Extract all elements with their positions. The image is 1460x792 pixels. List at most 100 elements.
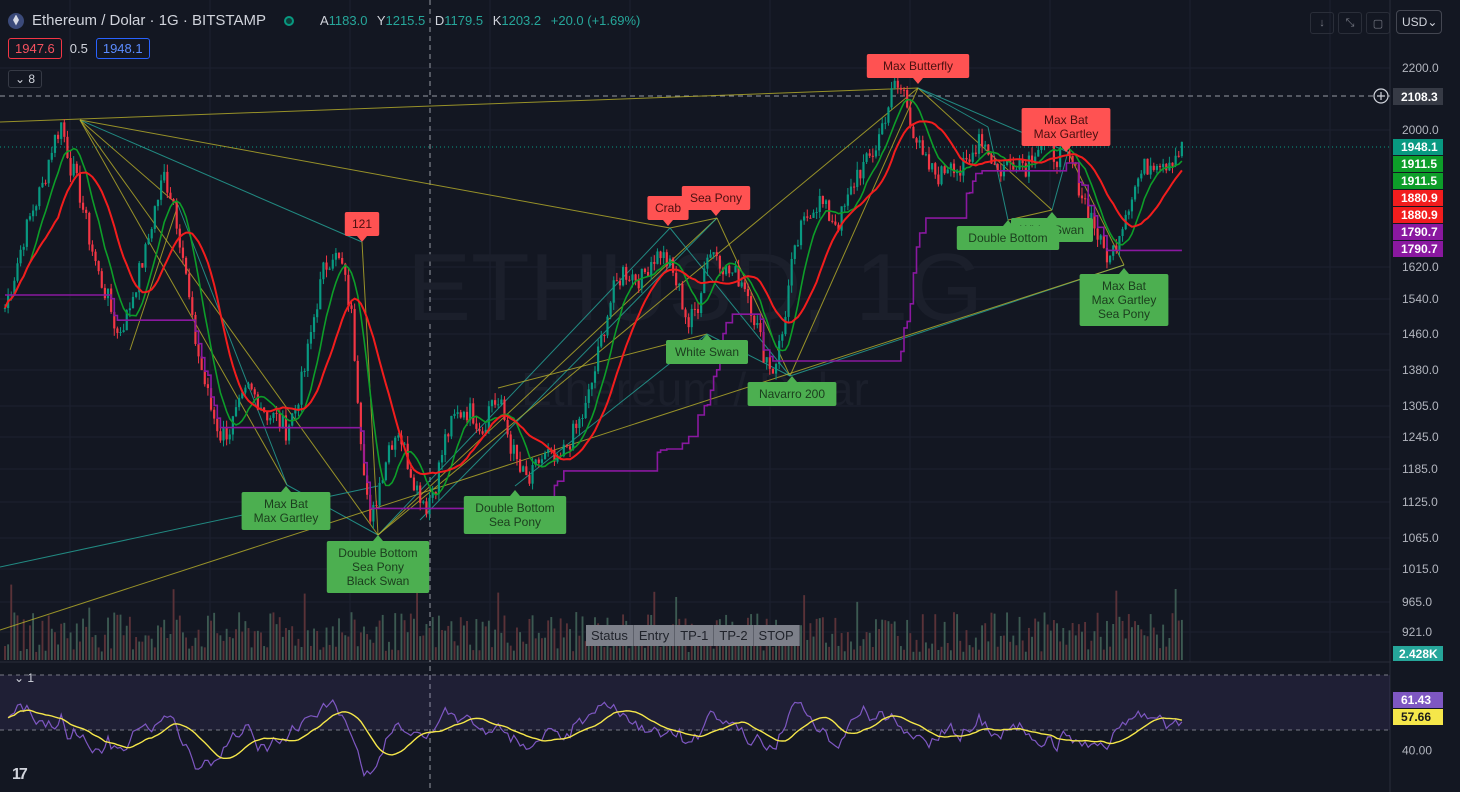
candle-body [593, 371, 597, 383]
maximize-icon[interactable]: ▢ [1366, 12, 1390, 34]
candle-body [325, 262, 328, 270]
label-box [344, 212, 380, 236]
candle-body [272, 412, 275, 418]
candle-body [799, 220, 803, 246]
candle-body [309, 332, 313, 344]
candle-body [681, 283, 684, 310]
collapse-icon[interactable]: ⤡ [1338, 12, 1362, 34]
candle-body [696, 309, 700, 314]
volume-bar [334, 646, 337, 660]
candle-body [918, 140, 921, 143]
symbol-title[interactable]: Ethereum / Dolar · 1G · BITSTAMP [32, 12, 266, 29]
volume-bar [372, 642, 375, 660]
candle-body [859, 169, 862, 179]
rsi-indicator-count: 1 [27, 671, 35, 685]
candle-body [469, 403, 472, 421]
candle-body [974, 152, 977, 154]
volume-bar [556, 648, 559, 660]
volume-bar [60, 623, 63, 660]
currency-select[interactable]: USD ⌄ [1396, 10, 1442, 34]
candle-body [999, 170, 1002, 177]
volume-bar [703, 642, 706, 660]
badge-bg [1393, 692, 1443, 708]
volume-bar [263, 646, 266, 660]
volume-bar [540, 638, 543, 660]
candle-body [250, 383, 253, 390]
volume-bar [868, 632, 871, 660]
pattern-line [177, 204, 288, 486]
candle-body [868, 153, 871, 156]
candle-body [440, 454, 444, 463]
volume-bar [116, 614, 119, 660]
bearish-pattern-label: 121 [344, 212, 380, 242]
volume-bar [178, 615, 181, 660]
candle-body [316, 309, 319, 318]
volume-bar [100, 651, 103, 660]
candle-body [1018, 160, 1021, 170]
volume-bar [119, 614, 122, 660]
candle-body [790, 258, 793, 286]
volume-bar [569, 629, 571, 660]
volume-bar [603, 647, 606, 660]
volume-bar [210, 620, 212, 660]
label-box [681, 186, 751, 210]
rsi-indicators-toggle[interactable]: ⌄ 1 [14, 671, 35, 685]
volume-bar [796, 639, 799, 660]
badge-bg [1393, 241, 1443, 257]
volume-bar [818, 618, 821, 660]
volume-bar [640, 636, 643, 660]
volume-bar [256, 630, 259, 660]
label-pointer [1119, 268, 1129, 274]
bearish-pattern-label: Max Butterfly [866, 54, 970, 84]
candle-body [459, 412, 462, 418]
volume-bar [94, 635, 97, 660]
candle-body [291, 413, 294, 426]
sell-button[interactable]: 1947.6 [8, 38, 62, 59]
candle-body [1143, 158, 1146, 174]
volume-bar [25, 649, 28, 660]
candle-body [1034, 156, 1037, 163]
candle-body [587, 389, 590, 403]
volume-bar [447, 625, 450, 660]
candle-body [628, 279, 631, 281]
candle-body [931, 163, 934, 170]
candle-body [462, 411, 465, 418]
bullish-pattern-label: White Swan [666, 334, 748, 364]
candle-body [481, 431, 484, 434]
candle-body [497, 404, 500, 406]
candle-body [85, 209, 88, 213]
candle-body [915, 138, 918, 143]
candle-body [1052, 141, 1055, 162]
candle-body [378, 482, 381, 506]
candle-body [35, 206, 38, 211]
volume-bar [806, 639, 809, 660]
volume-bar [1109, 646, 1112, 660]
candle-body [553, 449, 556, 462]
candle-body [375, 505, 378, 507]
candle-body [1090, 212, 1093, 219]
volume-bar [322, 647, 325, 660]
buy-button[interactable]: 1948.1 [95, 38, 150, 59]
move-down-icon[interactable]: ↓ [1310, 12, 1334, 34]
badge-bg [1393, 156, 1443, 172]
candle-body [737, 266, 740, 287]
price-badge: 1880.9 [1393, 190, 1443, 206]
indicators-toggle[interactable]: ⌄ 8 [8, 70, 43, 88]
volume-bar [987, 641, 990, 660]
candle-body [13, 280, 16, 295]
candle-body [172, 199, 175, 203]
change-value: +20.0 (+1.69%) [550, 13, 641, 28]
volume-bar [128, 616, 131, 660]
indicator-count: 8 [28, 72, 36, 86]
candle-body [622, 267, 625, 286]
candle-body [643, 268, 647, 273]
volume-bar [921, 614, 924, 660]
candle-body [899, 87, 903, 90]
volume-bar [138, 641, 141, 660]
candle-body [684, 309, 687, 318]
candle-body [75, 163, 78, 173]
candle-body [450, 415, 453, 437]
volume-bar [197, 629, 200, 660]
label-pointer [663, 220, 673, 226]
